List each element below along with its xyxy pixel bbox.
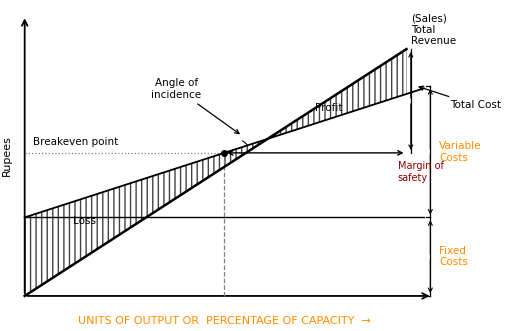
Text: Angle of
incidence: Angle of incidence xyxy=(152,78,239,134)
Text: Total Cost: Total Cost xyxy=(419,86,501,110)
Text: Breakeven point: Breakeven point xyxy=(34,137,119,147)
Text: (Sales)
Total
Revenue: (Sales) Total Revenue xyxy=(411,13,456,46)
Text: Loss: Loss xyxy=(73,216,96,226)
Text: Profit: Profit xyxy=(314,103,342,113)
Text: Rupees: Rupees xyxy=(2,135,12,176)
Text: Margin of
safety: Margin of safety xyxy=(398,161,444,183)
Text: Fixed
Costs: Fixed Costs xyxy=(439,246,468,267)
Text: UNITS OF OUTPUT OR  PERCENTAGE OF CAPACITY  →: UNITS OF OUTPUT OR PERCENTAGE OF CAPACIT… xyxy=(78,316,371,326)
Text: Variable
Costs: Variable Costs xyxy=(439,141,481,163)
